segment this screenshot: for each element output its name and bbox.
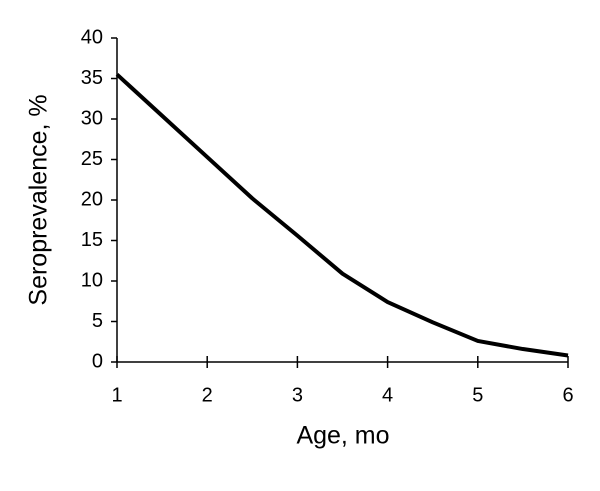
x-tick-label: 2 [202,384,213,406]
y-tick-label: 30 [81,107,103,129]
x-tick-label: 1 [111,384,122,406]
data-line [115,72,569,358]
y-tick-label: 20 [81,188,103,210]
x-tick-label: 4 [382,384,393,406]
y-tick-label: 25 [81,148,103,170]
y-tick-label: 0 [92,350,103,372]
y-tick-label: 5 [92,310,103,332]
y-tick-label: 40 [81,26,103,48]
y-axis-title: Seroprevalence, % [25,94,53,305]
x-axis-title: Age, mo [296,422,389,450]
y-tick-label: 35 [81,67,103,89]
x-tick-label: 6 [562,384,573,406]
y-tick-label: 10 [81,269,103,291]
x-tick-label: 5 [472,384,483,406]
y-tick-label: 15 [81,229,103,251]
x-tick-label: 3 [292,384,303,406]
